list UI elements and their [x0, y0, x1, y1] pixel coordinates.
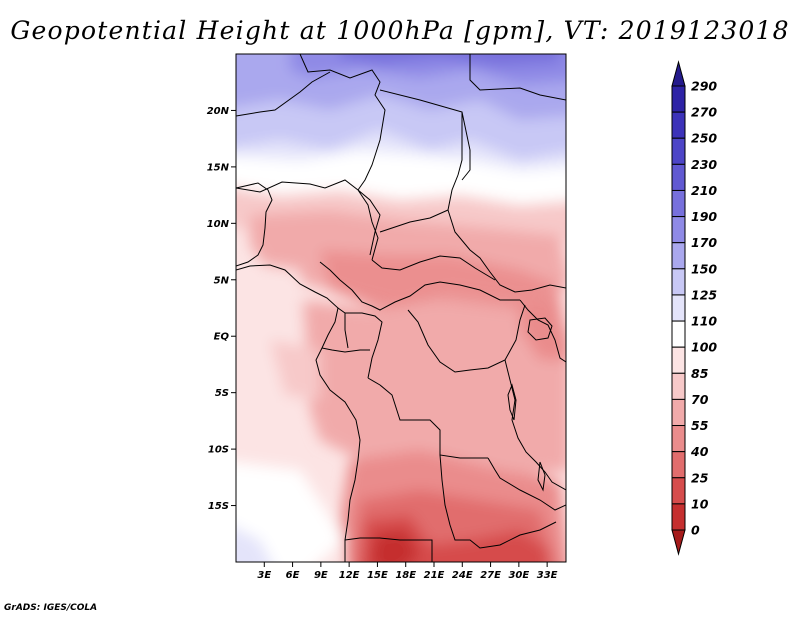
- field-zone-55-east: [520, 300, 566, 360]
- lon-label: 12E: [339, 570, 360, 581]
- colorbar-level-label: 290: [691, 79, 717, 94]
- colorbar-swatch: [671, 503, 686, 531]
- lon-label: 6E: [286, 570, 300, 581]
- colorbar-level-label: 70: [691, 392, 709, 407]
- colorbar-level-label: 150: [691, 261, 717, 276]
- colorbar-level-label: 10: [691, 496, 709, 511]
- colorbar-swatch: [671, 425, 686, 453]
- colorbar-level-label: 270: [691, 105, 717, 120]
- lon-label: 33E: [537, 570, 558, 581]
- colorbar-swatch: [671, 189, 686, 218]
- lon-label: 9E: [314, 570, 328, 581]
- colorbar-level-label: 40: [690, 444, 709, 459]
- lon-label: 21E: [424, 570, 445, 581]
- colorbar-swatch: [671, 346, 686, 374]
- colorbar-swatch: [671, 111, 686, 139]
- grads-credit: GrADS: IGES/COLA: [4, 603, 98, 613]
- colorbar-swatch: [671, 294, 686, 322]
- lon-label: 24E: [452, 570, 473, 581]
- colorbar-swatch: [671, 242, 686, 270]
- central-borders: [319, 261, 526, 459]
- colorbar-swatch: [671, 137, 686, 165]
- field-zone-110-sw: [236, 462, 345, 562]
- colorbar: 2902702502302101901701501251101008570554…: [671, 60, 717, 556]
- colorbar-level-label: 0: [691, 523, 700, 538]
- colorbar-swatch: [671, 477, 686, 505]
- lat-label: 5S: [215, 388, 229, 399]
- coastlines-borders: [236, 54, 566, 562]
- colorbar-level-label: 55: [691, 418, 709, 433]
- lat-label: 10S: [208, 445, 229, 456]
- colorbar-top-triangle: [671, 60, 686, 87]
- field-zone-70-center: [300, 300, 566, 480]
- coastline-west: [236, 182, 361, 562]
- chart-title: Geopotential Height at 1000hPa [gpm], VT…: [10, 16, 790, 45]
- lat-label: 15S: [208, 501, 229, 512]
- colorbar-swatch: [671, 85, 686, 113]
- field-zone-125-sw: [236, 528, 271, 562]
- lake-malawi: [537, 461, 546, 492]
- latitude-axis: 20N 15N 10N 5N EQ 5S 10S 15S: [207, 106, 236, 512]
- colorbar-bottom-triangle: [671, 529, 686, 556]
- height-field: [236, 54, 566, 562]
- field-zone-210: [340, 54, 560, 66]
- colorbar-level-label: 125: [691, 287, 717, 302]
- lat-label: 20N: [207, 106, 230, 117]
- north-borders: [236, 54, 566, 191]
- colorbar-swatch: [671, 398, 686, 427]
- colorbar-level-label: 250: [691, 131, 717, 146]
- colorbar-level-label: 100: [691, 340, 717, 355]
- east-lakes-borders: [344, 299, 566, 562]
- colorbar-swatch: [671, 320, 686, 348]
- lat-label: 15N: [207, 162, 230, 173]
- colorbar-swatch: [671, 372, 686, 400]
- longitude-axis: 3E 6E 9E 12E 15E 18E 21E 24E 27E 30E 33E: [257, 562, 558, 581]
- colorbar-level-label: 210: [691, 183, 717, 198]
- colorbar-level-label: 170: [691, 235, 717, 250]
- colorbar-swatch: [671, 268, 686, 296]
- lat-label: 10N: [207, 219, 230, 230]
- colorbar-level-label: 25: [691, 470, 709, 485]
- field-zone-110: [236, 150, 566, 205]
- lon-label: 3E: [257, 570, 271, 581]
- colorbar-level-label: 110: [691, 314, 717, 329]
- colorbar-swatch: [671, 451, 686, 479]
- lake-victoria: [527, 317, 553, 341]
- colorbar-level-label: 85: [691, 366, 709, 381]
- field-zone-85-west: [270, 340, 320, 400]
- sahel-borders: [236, 174, 566, 293]
- lon-label: 15E: [367, 570, 388, 581]
- map-frame: [235, 53, 567, 563]
- colorbar-swatch: [671, 216, 686, 244]
- colorbar-level-label: 230: [691, 157, 717, 172]
- lat-label: EQ: [214, 332, 230, 343]
- lon-label: 30E: [508, 570, 529, 581]
- lake-tanganyika: [507, 383, 517, 421]
- colorbar-swatch: [671, 163, 686, 191]
- lon-label: 18E: [395, 570, 416, 581]
- lon-label: 27E: [480, 570, 501, 581]
- colorbar-level-label: 190: [691, 209, 717, 224]
- lat-label: 5N: [214, 275, 230, 286]
